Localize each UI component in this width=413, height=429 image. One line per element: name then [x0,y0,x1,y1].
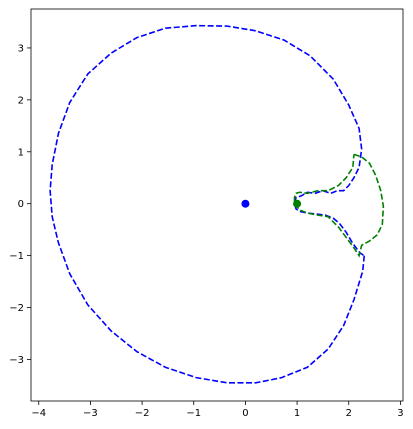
x-tick-label: −2 [135,408,150,419]
y-tick-label: 1 [18,147,24,158]
y-tick-label: 3 [18,43,24,54]
data-point-2-0 [241,199,250,208]
x-tick-label: −4 [31,408,46,419]
axes: −4 −3 −2 −1 0 1 2 3 −3 −2 −1 0 1 2 3 [9,8,404,419]
y-tick-label: 0 [18,199,24,210]
series-line-0 [49,24,366,384]
y-tick-label: −1 [9,251,24,262]
x-tick-label: 0 [242,408,248,419]
series-line-1 [293,153,385,258]
x-tick-label: 2 [346,408,352,419]
x-tick-label: 1 [294,408,300,419]
x-tick-label: −3 [83,408,98,419]
y-tick-label: −3 [9,355,24,366]
y-tick-label: −2 [9,303,24,314]
plot-area [49,24,385,384]
data-point-3-0 [293,199,302,208]
x-tick-label: 3 [397,408,403,419]
y-tick-label: 2 [18,95,24,106]
x-tick-label: −1 [186,408,201,419]
axes-frame [30,8,404,402]
